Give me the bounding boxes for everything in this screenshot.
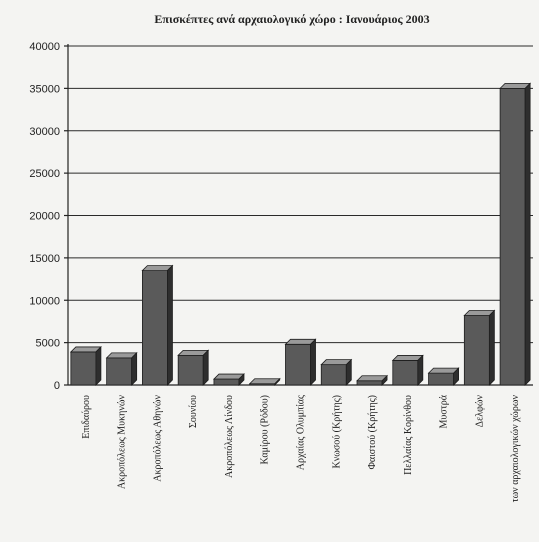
bar — [177, 349, 210, 386]
bar-side — [310, 338, 316, 386]
bar-front — [70, 351, 97, 386]
bar — [69, 345, 102, 386]
x-category-label: Ακροπόλεως Αθηνών — [152, 395, 163, 482]
bar-front — [106, 357, 133, 386]
bar-front — [356, 380, 383, 386]
x-axis-labels: Επιδαύρου Ακροπόλεως Μυκηνών Ακροπόλεως Αθ… — [81, 394, 521, 502]
x-category-label: Πελλαίας Κορίνθου — [403, 395, 414, 475]
y-tick-label: 5000 — [36, 338, 60, 350]
bar-front — [463, 315, 490, 386]
bar-side — [345, 358, 352, 386]
bar-side — [453, 367, 459, 386]
y-tick-label: 40000 — [29, 41, 60, 53]
bar-front — [285, 343, 311, 386]
bar-side — [488, 309, 495, 386]
bar — [463, 309, 496, 386]
x-category-label: Αρχαίας Ολυμπίας — [296, 395, 307, 470]
x-category-label: Καμίρου (Ρόδου) — [260, 395, 271, 464]
y-tick-label: 25000 — [29, 168, 60, 180]
bar-front — [142, 270, 168, 386]
x-category-label: Ακροπόλεως Λίνδου — [224, 395, 235, 478]
bar — [284, 338, 317, 386]
bar-side — [381, 374, 388, 386]
bar — [320, 358, 353, 386]
bar-front — [213, 378, 240, 386]
bar-side — [417, 354, 424, 386]
bar — [141, 264, 174, 386]
bar — [212, 373, 245, 386]
bar-side — [202, 349, 209, 386]
grid-layer — [67, 44, 533, 386]
y-tick-label: 30000 — [29, 126, 60, 138]
bar — [427, 367, 460, 386]
bar-side — [274, 377, 281, 386]
bar — [356, 374, 389, 386]
x-category-label: Μυστρά — [439, 394, 450, 428]
bar-side — [131, 351, 138, 386]
y-axis-ticks: 0 5000 10000 15000 20000 25000 30000 35000 40000 — [29, 41, 68, 392]
bar-side — [167, 264, 173, 386]
y-tick-label: 35000 — [29, 83, 60, 95]
bar — [248, 377, 281, 386]
y-tick-label: 10000 — [29, 295, 60, 307]
x-category-label: Φαιστού (Κρήτης) — [367, 395, 378, 469]
chart-title: Επισκέπτες ανά αρχαιολογικό χώρο : Ιανου… — [154, 12, 429, 26]
bar — [105, 351, 138, 386]
bar-side — [95, 345, 102, 386]
bar-front — [177, 354, 204, 386]
x-category-label: Σουνίου — [188, 395, 199, 428]
bars — [69, 82, 532, 386]
bar — [391, 354, 424, 386]
bar-front — [428, 372, 454, 386]
bar-front — [499, 87, 526, 386]
y-tick-label: 20000 — [29, 211, 60, 223]
x-category-label: Ακροπόλεως Μυκηνών — [117, 395, 128, 490]
x-category-label: Δελφών — [474, 395, 485, 428]
x-category-label: Κνωσού (Κρήτης) — [331, 395, 342, 468]
bar-side — [524, 82, 531, 386]
y-tick-label: 15000 — [29, 253, 60, 265]
y-tick-label: 0 — [54, 380, 60, 392]
bar-front — [320, 364, 347, 386]
bar-side — [238, 373, 245, 386]
bar-front — [392, 360, 419, 386]
x-category-label: των αρχαιολογικών χώρων — [510, 395, 521, 503]
bar — [499, 82, 532, 386]
x-category-label: Επιδαύρου — [81, 395, 92, 439]
